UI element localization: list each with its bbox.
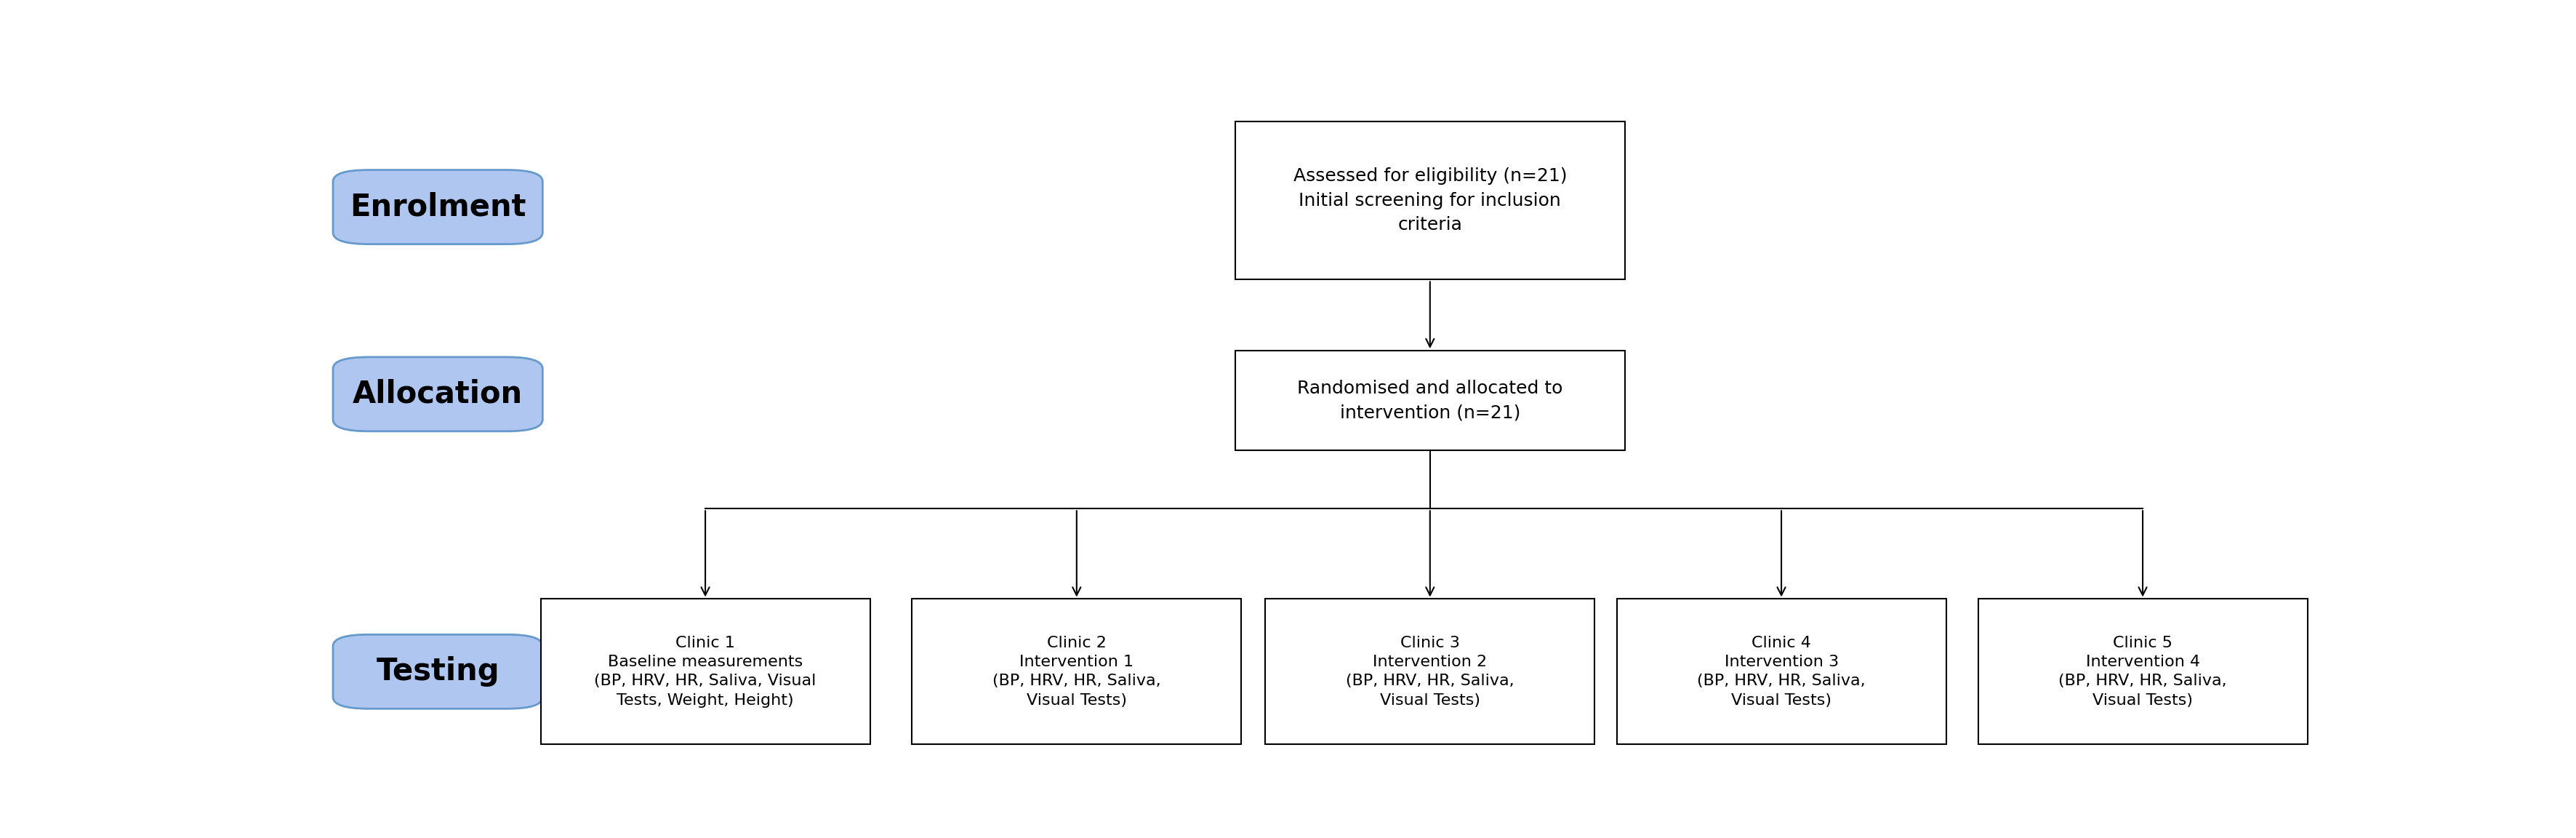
- Text: Clinic 1
Baseline measurements
(BP, HRV, HR, Saliva, Visual
Tests, Weight, Heigh: Clinic 1 Baseline measurements (BP, HRV,…: [595, 635, 817, 708]
- Text: Randomised and allocated to
intervention (n=21): Randomised and allocated to intervention…: [1298, 380, 1564, 422]
- Text: Clinic 3
Intervention 2
(BP, HRV, HR, Saliva,
Visual Tests): Clinic 3 Intervention 2 (BP, HRV, HR, Sa…: [1345, 635, 1515, 708]
- Text: Assessed for eligibility (n=21)
Initial screening for inclusion
criteria: Assessed for eligibility (n=21) Initial …: [1293, 168, 1566, 234]
- FancyBboxPatch shape: [1265, 599, 1595, 744]
- Text: Clinic 2
Intervention 1
(BP, HRV, HR, Saliva,
Visual Tests): Clinic 2 Intervention 1 (BP, HRV, HR, Sa…: [992, 635, 1162, 708]
- Text: Clinic 4
Intervention 3
(BP, HRV, HR, Saliva,
Visual Tests): Clinic 4 Intervention 3 (BP, HRV, HR, Sa…: [1698, 635, 1865, 708]
- Text: Enrolment: Enrolment: [350, 192, 526, 222]
- FancyBboxPatch shape: [1618, 599, 1945, 744]
- FancyBboxPatch shape: [541, 599, 871, 744]
- Text: Allocation: Allocation: [353, 379, 523, 410]
- FancyBboxPatch shape: [1236, 350, 1625, 451]
- FancyBboxPatch shape: [1978, 599, 2308, 744]
- FancyBboxPatch shape: [332, 170, 544, 244]
- FancyBboxPatch shape: [912, 599, 1242, 744]
- FancyBboxPatch shape: [332, 357, 544, 432]
- FancyBboxPatch shape: [1236, 122, 1625, 280]
- Text: Clinic 5
Intervention 4
(BP, HRV, HR, Saliva,
Visual Tests): Clinic 5 Intervention 4 (BP, HRV, HR, Sa…: [2058, 635, 2226, 708]
- FancyBboxPatch shape: [332, 634, 544, 709]
- Text: Testing: Testing: [376, 656, 500, 687]
